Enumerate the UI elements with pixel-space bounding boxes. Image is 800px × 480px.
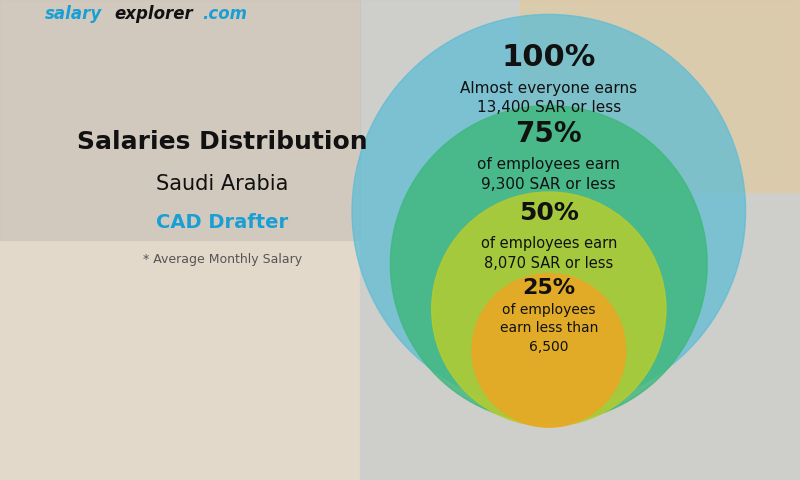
- Bar: [0, 240, 360, 480]
- Circle shape: [390, 106, 707, 422]
- Text: 50%: 50%: [519, 201, 578, 225]
- Text: of employees
earn less than
6,500: of employees earn less than 6,500: [500, 303, 598, 354]
- Circle shape: [472, 274, 626, 427]
- Text: 100%: 100%: [502, 43, 596, 72]
- Text: * Average Monthly Salary: * Average Monthly Salary: [143, 252, 302, 266]
- Bar: [0, 0, 360, 240]
- Text: .com: .com: [202, 5, 247, 24]
- Text: Almost everyone earns
13,400 SAR or less: Almost everyone earns 13,400 SAR or less: [460, 81, 638, 115]
- Text: of employees earn
9,300 SAR or less: of employees earn 9,300 SAR or less: [478, 157, 620, 192]
- Text: CAD Drafter: CAD Drafter: [156, 213, 289, 232]
- Circle shape: [432, 192, 666, 426]
- Text: Salaries Distribution: Salaries Distribution: [77, 130, 368, 154]
- Text: 75%: 75%: [515, 120, 582, 148]
- Text: Saudi Arabia: Saudi Arabia: [156, 174, 289, 194]
- Bar: [360, 0, 800, 480]
- Text: of employees earn
8,070 SAR or less: of employees earn 8,070 SAR or less: [481, 236, 617, 271]
- Text: explorer: explorer: [114, 5, 193, 24]
- Bar: [520, 0, 800, 192]
- Circle shape: [352, 14, 746, 408]
- Text: 25%: 25%: [522, 278, 575, 298]
- Text: salary: salary: [45, 5, 102, 24]
